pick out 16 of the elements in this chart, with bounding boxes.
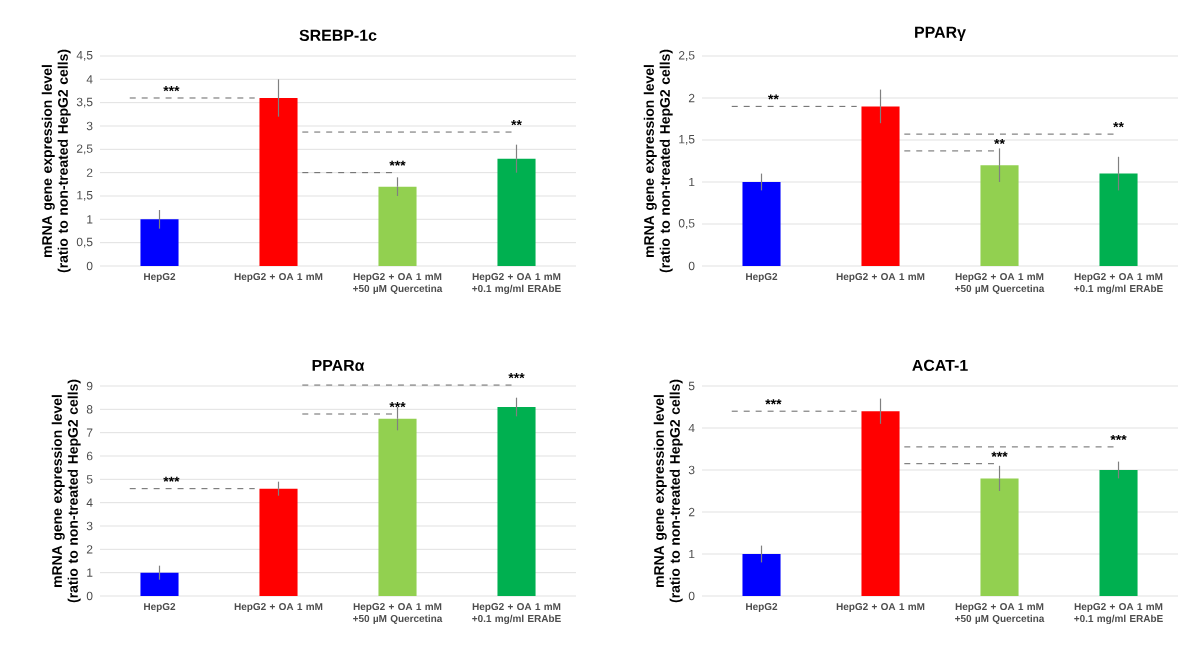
bar <box>742 554 781 596</box>
bar <box>1099 173 1138 266</box>
bar <box>1099 470 1138 596</box>
bar <box>861 106 900 266</box>
bar <box>497 158 536 266</box>
bar <box>378 418 417 596</box>
bar <box>497 407 536 596</box>
bar <box>742 181 781 266</box>
bar <box>140 572 179 596</box>
bar <box>140 219 179 266</box>
bar <box>861 411 900 596</box>
bar <box>259 488 298 596</box>
bar <box>980 478 1019 596</box>
bar <box>378 186 417 266</box>
bar <box>980 165 1019 266</box>
bar <box>259 97 298 266</box>
